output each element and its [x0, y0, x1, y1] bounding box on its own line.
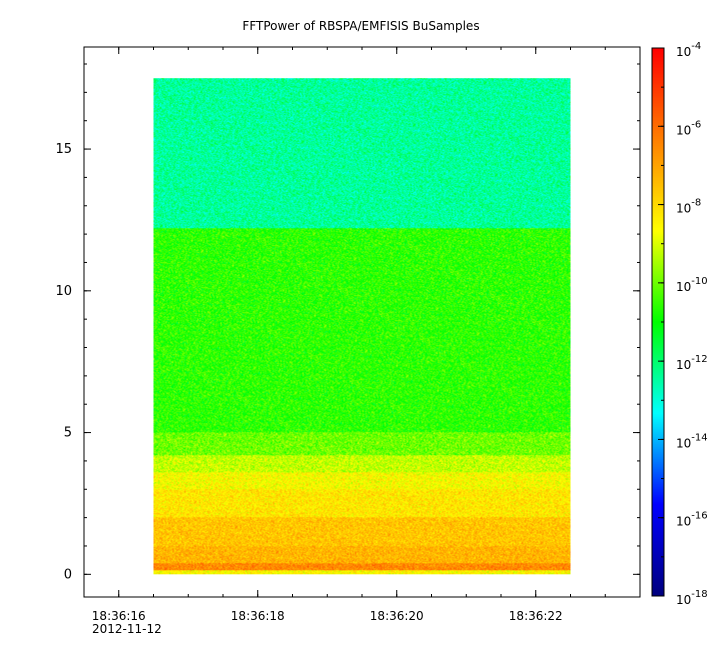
y-tick-label: 10	[55, 284, 72, 299]
x-tick-label: 18:36:16	[92, 609, 146, 623]
colorbar-tick-label: 10-8	[676, 198, 701, 216]
colorbar-tick-label: 10-14	[676, 432, 708, 450]
colorbar-tick-label: 10-6	[676, 119, 701, 137]
colorbar-tick-label: 10-12	[676, 354, 708, 372]
x-tick-label: 18:36:22	[509, 609, 563, 623]
colorbar	[652, 48, 664, 596]
x-tick-label: 18:36:18	[231, 609, 285, 623]
y-tick-label: 0	[64, 567, 72, 582]
colorbar-tick-label: 10-4	[676, 41, 701, 59]
y-tick-label: 5	[64, 426, 72, 441]
y-tick-label: 15	[55, 142, 72, 157]
colorbar-axis: 10-4 10-6 10-8 10-10 10-12 10-14 10-16 10-18	[658, 41, 708, 607]
colorbar-tick-label: 10-16	[676, 511, 708, 529]
colorbar-tick-label: 10-10	[676, 276, 708, 294]
chart-title: FFTPower of RBSPA/EMFISIS BuSamples	[242, 19, 479, 33]
x-tick-label: 18:36:20	[370, 609, 424, 623]
x-axis: 18:36:16 18:36:18 18:36:20 18:36:22	[83, 47, 641, 623]
spectrogram-heatmap	[153, 78, 571, 575]
colorbar-tick-label: 10-18	[676, 589, 708, 607]
x-axis-date-label: 2012-11-12	[92, 622, 162, 636]
y-axis: 0 5 10 15	[55, 63, 640, 582]
